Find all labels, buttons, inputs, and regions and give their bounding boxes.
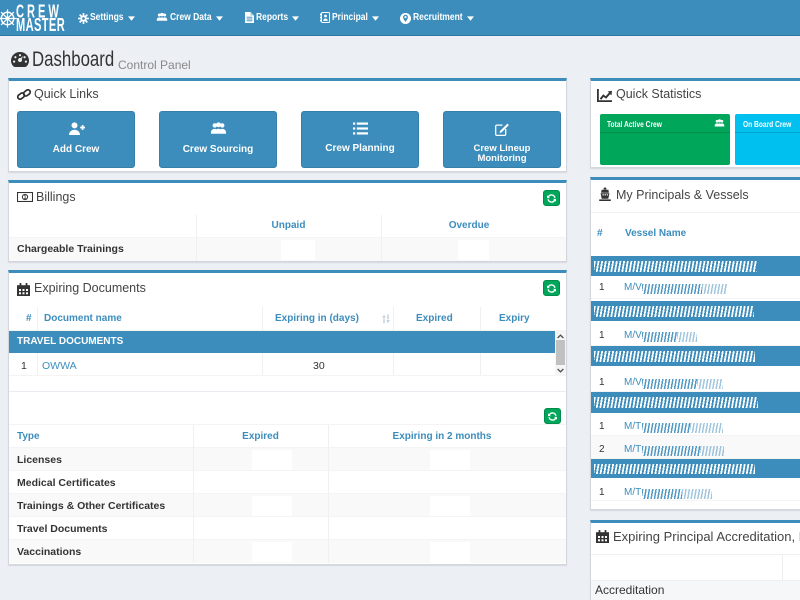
svg-text:1: 1 [24, 195, 27, 201]
